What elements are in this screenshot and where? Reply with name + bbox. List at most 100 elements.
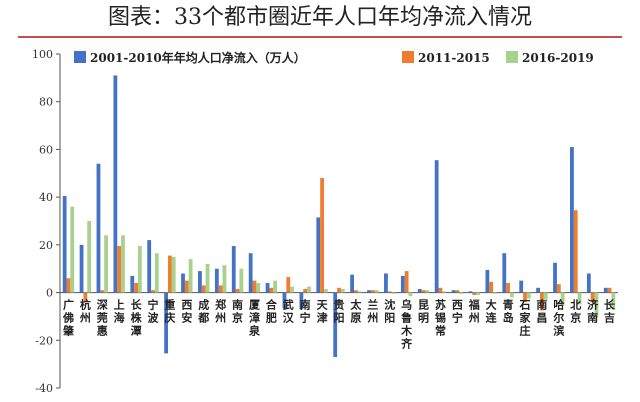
bar (248, 253, 253, 293)
bar (354, 290, 358, 293)
bar (70, 206, 75, 293)
bar (384, 273, 388, 293)
bar (164, 292, 169, 354)
bar (387, 291, 392, 293)
bar (611, 292, 616, 310)
bar (340, 288, 345, 293)
bar (134, 283, 138, 293)
bar (337, 287, 341, 293)
bar (434, 160, 439, 293)
legend-swatch (506, 51, 518, 63)
bar (577, 292, 582, 305)
bar (489, 281, 494, 293)
bar (181, 273, 185, 293)
bar (476, 292, 480, 295)
bar (171, 256, 176, 293)
category-label: 杭州 (79, 298, 91, 325)
bar (66, 278, 71, 293)
bar (421, 290, 426, 293)
bar (519, 280, 524, 293)
y-tick-label: 80 (39, 96, 53, 109)
legend-swatch (402, 51, 414, 63)
category-label: 成都 (197, 298, 209, 325)
bar (594, 292, 599, 318)
bar (130, 275, 135, 293)
category-label: 西宁 (452, 299, 463, 325)
bar (459, 292, 464, 294)
category-label: 武汉 (283, 298, 295, 325)
bar (367, 290, 371, 293)
category-label: 长吉 (604, 298, 616, 325)
bar (154, 253, 159, 293)
category-labels: 广佛肇杭州深莞惠上海长株潭宁波重庆西安成都郑州南京厦漳泉合肥武汉南宁天津贵阳太原… (62, 298, 616, 351)
category-label: 太原 (349, 298, 362, 325)
bar (235, 288, 240, 293)
bar (468, 291, 473, 293)
category-label: 福州 (468, 298, 480, 325)
bar (100, 290, 105, 293)
chart-axes: -40 -20 0 20 40 60 80 100 (32, 48, 618, 395)
bar (442, 291, 447, 293)
bar (408, 292, 413, 297)
bar (320, 178, 324, 293)
bar (214, 268, 219, 293)
bar (239, 268, 244, 293)
bar (400, 275, 405, 293)
bar (560, 292, 565, 306)
bar (151, 290, 155, 293)
bar (493, 292, 497, 294)
bar (222, 265, 227, 293)
bar (218, 285, 223, 293)
bar (526, 292, 531, 299)
bar (586, 273, 591, 293)
category-label: 昆明 (418, 299, 429, 325)
category-label: 乌鲁木齐 (400, 298, 413, 351)
bar (316, 217, 321, 293)
bar (509, 292, 514, 298)
bar (357, 291, 362, 293)
title-rule (18, 36, 622, 38)
bar (540, 292, 544, 311)
bar (543, 292, 548, 300)
bar (506, 283, 510, 293)
y-tick-label: 0 (46, 287, 53, 300)
category-label: 宁波 (148, 298, 160, 325)
bar (374, 290, 379, 293)
category-label: 大连 (486, 298, 498, 325)
bar (79, 244, 84, 293)
bar (188, 259, 193, 293)
bar (404, 271, 409, 293)
bar (121, 235, 125, 293)
bar (307, 286, 311, 293)
bar (96, 163, 101, 293)
category-label: 石家庄 (519, 299, 532, 338)
category-label: 深莞惠 (96, 298, 108, 338)
category-label: 南昌 (536, 298, 547, 325)
category-label: 长株潭 (131, 298, 143, 338)
legend-label: 2016-2019 (522, 51, 594, 65)
category-label: 上海 (114, 298, 125, 325)
category-label: 北京 (570, 298, 581, 325)
bar (573, 210, 578, 293)
bar (117, 246, 122, 293)
bar (455, 290, 460, 293)
bar (147, 240, 152, 293)
bar (603, 287, 608, 293)
bar (252, 280, 257, 293)
category-label: 厦漳泉 (248, 299, 261, 338)
bar (417, 288, 422, 293)
bar (168, 255, 172, 293)
bar (472, 292, 477, 295)
y-tick-label: 100 (32, 48, 53, 61)
bar (536, 287, 541, 293)
y-tick-label: 60 (39, 143, 53, 156)
category-label: 广佛肇 (62, 298, 75, 338)
bar (607, 287, 612, 293)
y-tick-label: -20 (35, 334, 53, 347)
y-tick-label: -40 (35, 382, 53, 395)
bar (333, 292, 338, 357)
bar (198, 271, 202, 293)
category-label: 哈尔滨 (552, 298, 564, 338)
bar (303, 288, 308, 293)
bar (201, 285, 206, 293)
